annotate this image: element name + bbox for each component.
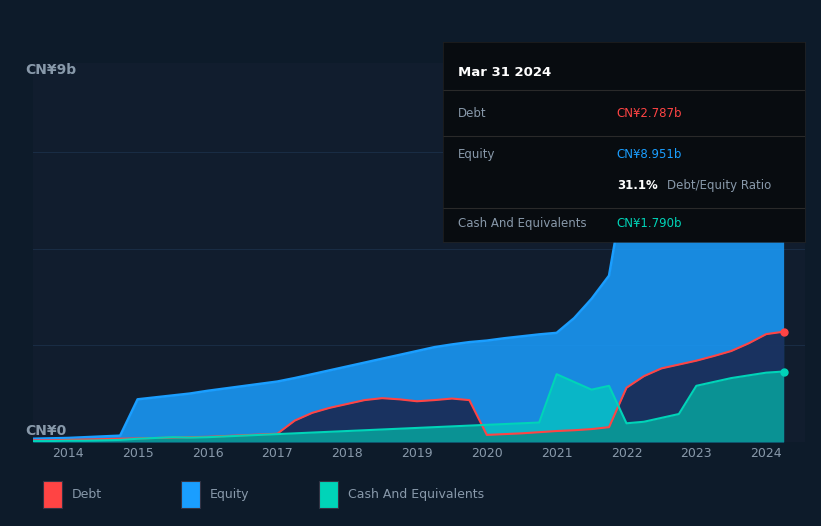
Text: CN¥2.787b: CN¥2.787b bbox=[617, 107, 682, 119]
Text: CN¥0: CN¥0 bbox=[25, 424, 67, 438]
Text: 31.1%: 31.1% bbox=[617, 179, 658, 193]
Text: Debt: Debt bbox=[458, 107, 486, 119]
Text: Equity: Equity bbox=[210, 488, 250, 501]
FancyBboxPatch shape bbox=[181, 481, 200, 508]
FancyBboxPatch shape bbox=[319, 481, 338, 508]
FancyBboxPatch shape bbox=[43, 481, 62, 508]
Text: Debt/Equity Ratio: Debt/Equity Ratio bbox=[667, 179, 772, 193]
Text: Debt: Debt bbox=[72, 488, 103, 501]
Text: CN¥1.790b: CN¥1.790b bbox=[617, 217, 682, 230]
Text: Cash And Equivalents: Cash And Equivalents bbox=[348, 488, 484, 501]
Text: CN¥9b: CN¥9b bbox=[25, 63, 76, 77]
Text: Cash And Equivalents: Cash And Equivalents bbox=[458, 217, 586, 230]
Text: Equity: Equity bbox=[458, 147, 495, 160]
Text: CN¥8.951b: CN¥8.951b bbox=[617, 147, 682, 160]
Text: Mar 31 2024: Mar 31 2024 bbox=[458, 66, 551, 79]
